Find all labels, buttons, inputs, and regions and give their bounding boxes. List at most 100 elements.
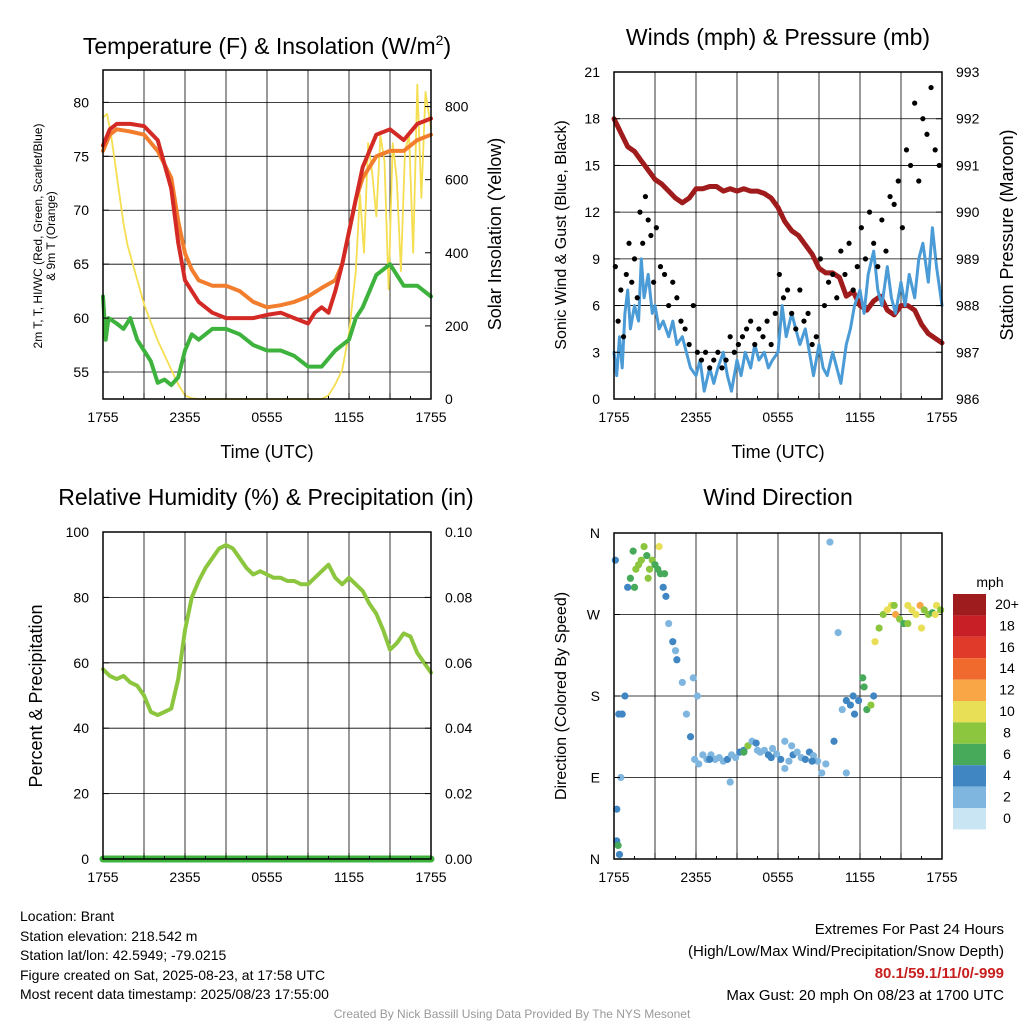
insolation-y-ticks: 0 200 400 600 800 (425, 99, 469, 407)
direction-point (788, 742, 796, 750)
direction-point (752, 739, 760, 747)
direction-point (808, 757, 816, 765)
gust-point (690, 302, 696, 309)
direction-point (871, 638, 879, 646)
y-tick-label: 990 (956, 204, 980, 220)
colorbar-label: 14 (999, 660, 1015, 676)
y-tick-label: 20 (73, 786, 89, 802)
extremes-values: 80.1/59.1/11/0/-999 (874, 965, 1004, 982)
gust-point (866, 209, 873, 215)
wind-line (612, 226, 944, 393)
gust-point (875, 264, 881, 270)
colorbar-label: 20+ (995, 596, 1019, 612)
direction-point (644, 574, 652, 582)
gust-point (932, 147, 938, 153)
x-tick-label: 1155 (845, 409, 875, 425)
direction-point (659, 583, 667, 591)
gust-point (702, 349, 709, 355)
direction-point (777, 755, 785, 763)
x-tick-label: 1755 (926, 869, 957, 885)
direction-point (814, 757, 822, 765)
colorbar-label: 10 (999, 703, 1015, 719)
y-tick-label: 21 (584, 64, 600, 80)
direction-point (785, 757, 793, 765)
x-tick-label: 2355 (680, 409, 711, 425)
temperature-y-ticks: 55 60 65 70 75 80 (73, 94, 109, 380)
x-tick-label: 1755 (415, 869, 446, 885)
direction-point (781, 737, 789, 745)
gust-point (801, 318, 807, 324)
gust-point (645, 217, 651, 223)
gust-point (805, 310, 811, 316)
y-tick-label: 0.10 (445, 524, 472, 540)
gust-point (830, 271, 836, 278)
x-tick-label: 1755 (87, 869, 118, 885)
pressure-y-axis-label: Station Pressure (Maroon) (997, 129, 1017, 340)
gust-point (626, 240, 632, 246)
humidity-x-ticks: 1755 2355 0555 1155 1755 (87, 853, 447, 885)
direction-point (875, 624, 883, 632)
gust-point (678, 318, 684, 324)
direction-point (695, 760, 703, 768)
y-tick-label: 0 (592, 391, 600, 407)
station-elevation: Station elevation: 218.542 m (20, 927, 198, 944)
gust-point (821, 302, 828, 309)
pressure-y-ticks: 986 987 988 989 990 991 992 993 (936, 64, 980, 407)
winds-series (611, 84, 945, 393)
gust-point (637, 209, 643, 215)
y-tick-label: 0 (445, 391, 453, 407)
gust-point (666, 302, 672, 309)
gust-point (752, 341, 758, 348)
direction-point (834, 629, 842, 637)
direction-point (613, 805, 621, 813)
y-tick-label: 75 (73, 148, 89, 164)
direction-point (801, 755, 809, 763)
winds-x-ticks: 1755 2355 0555 1155 1755 (598, 393, 958, 425)
direction-point (855, 696, 863, 705)
direction-point (689, 674, 697, 682)
gust-point (858, 225, 864, 231)
y-tick-label: 0.00 (445, 851, 472, 867)
y-tick-label: 600 (445, 172, 469, 188)
dewpoint-line (101, 262, 433, 387)
gust-point (850, 287, 856, 293)
colorbar-label: 4 (1003, 767, 1011, 783)
direction-point (838, 705, 846, 714)
colorbar-swatch (953, 636, 986, 659)
wind-direction-x-ticks: 1755 2355 0555 1155 1755 (598, 853, 958, 885)
direction-point (615, 850, 624, 859)
gust-point (707, 365, 713, 371)
x-tick-label: 1755 (415, 409, 446, 425)
gust-point (912, 100, 918, 106)
direction-point (767, 753, 775, 762)
extremes-box: Extremes For Past 24 Hours (High/Low/Max… (688, 919, 1004, 1007)
colorbar-swatch (953, 679, 986, 701)
recent-timestamp: Most recent data timestamp: 2025/08/23 1… (20, 986, 329, 1003)
gust-point (629, 279, 635, 285)
y-tick-label: 988 (956, 298, 980, 314)
x-tick-label: 0555 (762, 869, 793, 885)
pressure-line (611, 116, 945, 346)
direction-point (849, 692, 857, 700)
colorbar-swatch (953, 808, 986, 830)
y-tick-label: 80 (73, 589, 89, 605)
gust-point (715, 349, 721, 355)
direction-point (671, 647, 680, 655)
y-tick-label: 3 (592, 344, 600, 360)
direction-point (809, 752, 818, 760)
colorbar-label: 18 (999, 617, 1015, 633)
gust-point (723, 357, 729, 363)
x-tick-label: 2355 (680, 869, 711, 885)
direction-point (665, 619, 673, 628)
direction-point (773, 750, 781, 758)
extremes-header: Extremes For Past 24 Hours (814, 921, 1004, 938)
colorbar-label: 0 (1003, 810, 1011, 826)
colorbar-swatch (953, 743, 986, 766)
direction-point (870, 692, 878, 700)
temperature-y-axis-label: 2m T, T, HI/WC (Red, Green, Scarlet/Blue… (31, 124, 58, 349)
humidity-y-ticks: 0 20 40 60 80 100 (66, 524, 109, 867)
x-tick-label: 1755 (87, 409, 118, 425)
direction-point (611, 556, 619, 564)
credit-line: Created By Nick Bassill Using Data Provi… (333, 1007, 691, 1021)
